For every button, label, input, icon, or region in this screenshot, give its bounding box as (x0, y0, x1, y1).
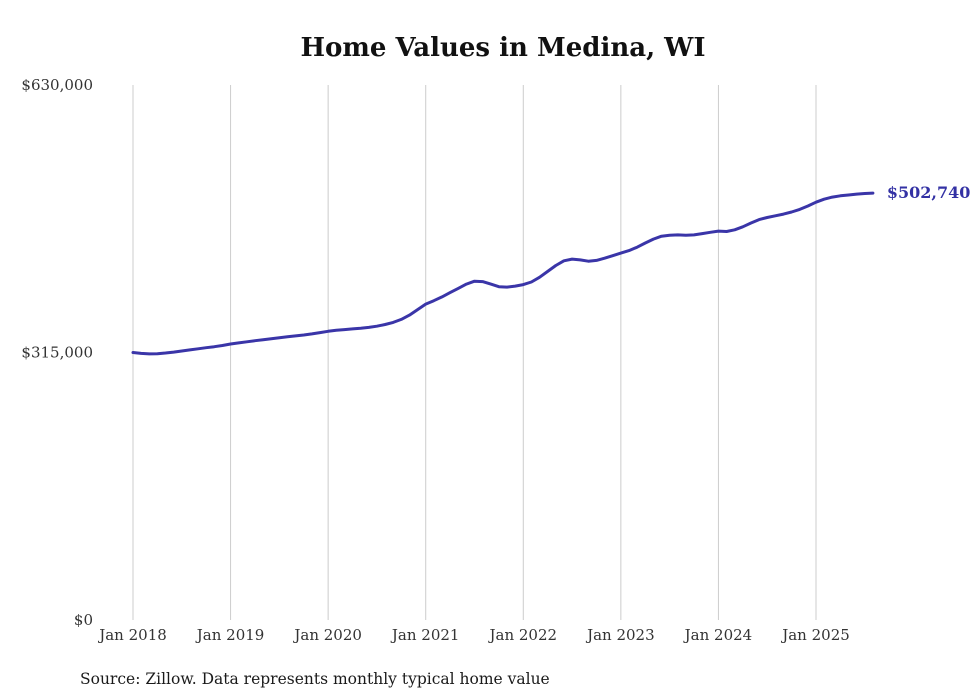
y-axis-tick-label: $630,000 (21, 76, 93, 94)
x-axis-tick-label: Jan 2024 (683, 626, 753, 644)
gridlines-group (132, 85, 817, 620)
y-axis-tick-label: $0 (74, 611, 93, 629)
y-axis-labels-group: $0 $315,000 $630,000 (21, 76, 93, 629)
x-axis-tick-label: Jan 2019 (195, 626, 265, 644)
y-axis-tick-label: $315,000 (21, 344, 93, 362)
source-note: Source: Zillow. Data represents monthly … (80, 670, 550, 688)
x-axis-labels-group: Jan 2018 Jan 2019 Jan 2020 Jan 2021 Jan 2022… (97, 626, 850, 644)
x-axis-tick-label: Jan 2018 (97, 626, 167, 644)
x-axis-tick-label: Jan 2023 (585, 626, 655, 644)
x-axis-tick-label: Jan 2020 (292, 626, 362, 644)
x-axis-tick-label: Jan 2025 (780, 626, 850, 644)
x-axis-tick-label: Jan 2022 (488, 626, 558, 644)
final-value-label: $502,740 (887, 183, 971, 202)
chart-title: Home Values in Medina, WI (300, 33, 705, 63)
x-axis-tick-label: Jan 2021 (390, 626, 460, 644)
home-value-line (131, 191, 875, 356)
